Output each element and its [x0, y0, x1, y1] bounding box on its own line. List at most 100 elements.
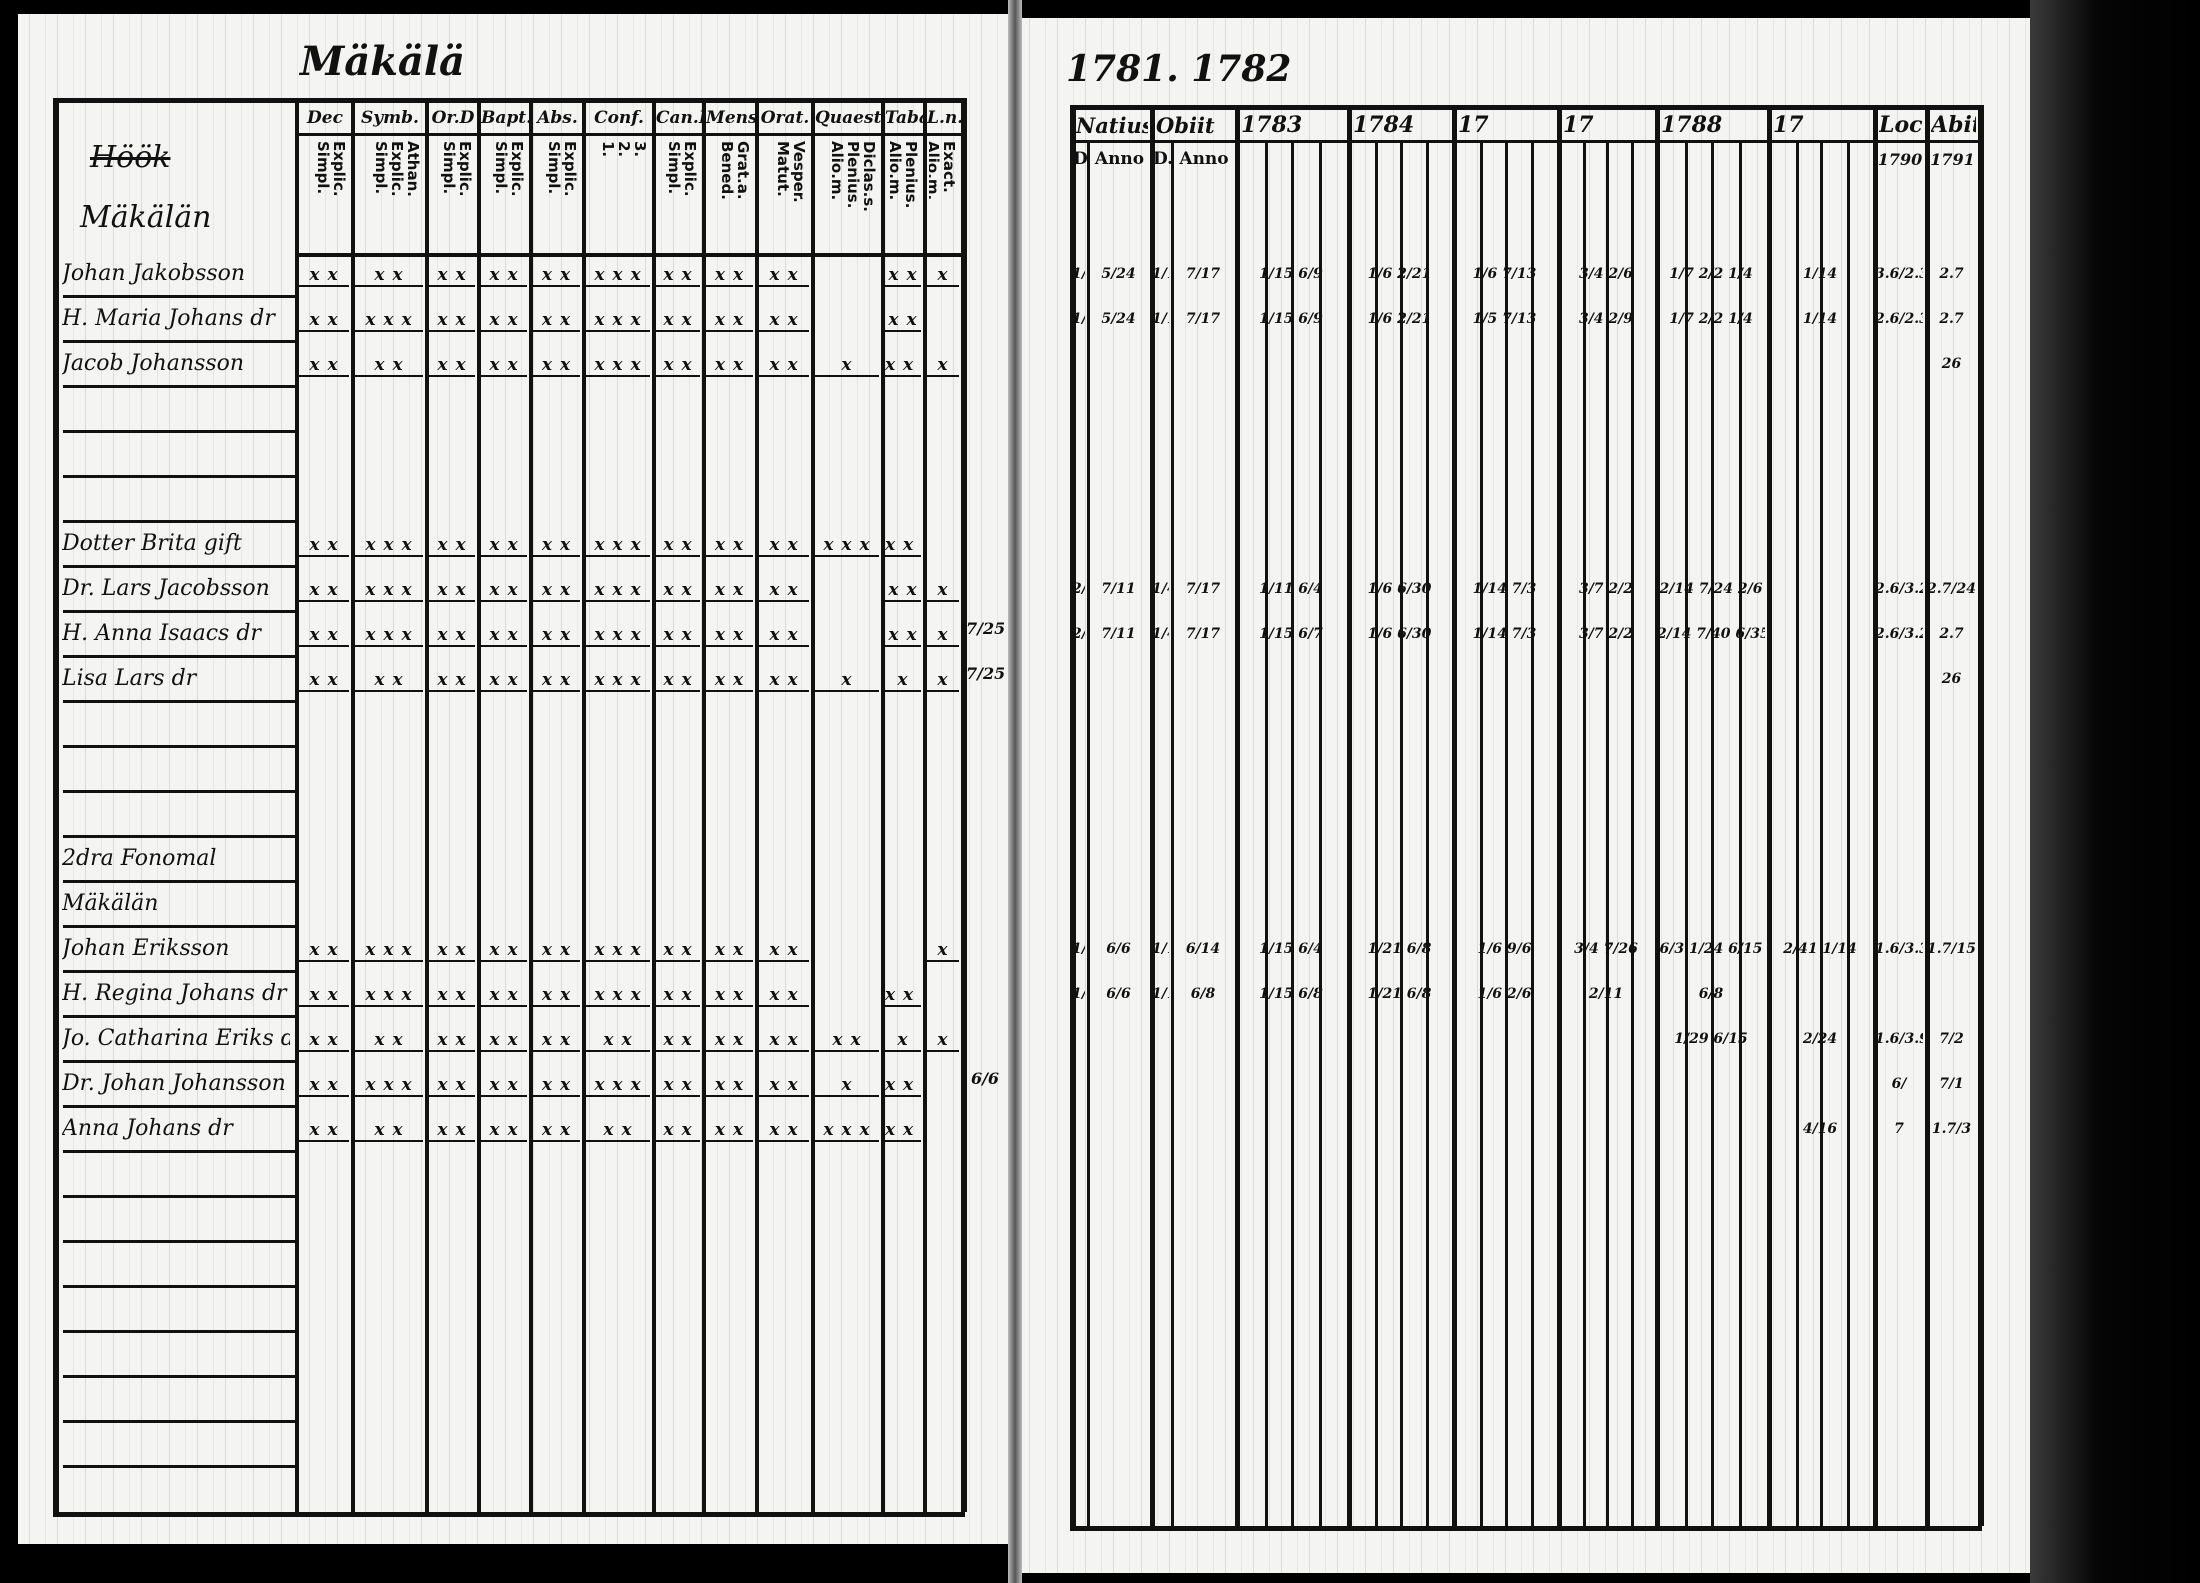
register-entry: 1/6 2/21	[1367, 311, 1432, 327]
examination-mark: x x x	[586, 940, 650, 962]
person-name: Jacob Johansson	[62, 351, 245, 376]
sub-column-border	[1265, 140, 1268, 1526]
column-header: Dec	[307, 108, 343, 128]
table-top-border	[53, 98, 965, 103]
examination-mark: x x x	[586, 580, 650, 602]
register-entry: 6/14	[1185, 941, 1221, 957]
examination-mark: x x x	[885, 1120, 921, 1142]
register-entry: 2/24	[1072, 626, 1085, 642]
row-rule	[63, 340, 295, 343]
sub-column-border	[1505, 140, 1508, 1526]
examination-mark: x x	[481, 625, 527, 647]
row-rule	[63, 1285, 295, 1288]
examination-mark: x	[927, 580, 959, 602]
register-entry: 1/11 6/4	[1259, 581, 1323, 597]
column-border	[702, 98, 706, 1512]
examination-mark: x x	[481, 985, 527, 1007]
examination-mark: x x	[759, 1075, 809, 1097]
column-border	[351, 98, 355, 1512]
row-rule	[63, 790, 295, 793]
examination-mark: x x	[355, 265, 423, 287]
column-subheader: Athan. Explic. Simpl.	[372, 141, 421, 197]
examination-mark: x x	[481, 355, 527, 377]
person-name: Johan Jakobsson	[62, 261, 246, 286]
register-entry: 7/11	[1101, 581, 1136, 597]
examination-mark: x x	[759, 985, 809, 1007]
column-subheader: Explic. Simpl.	[665, 141, 698, 197]
examination-mark: x x	[355, 670, 423, 692]
row-rule	[63, 880, 295, 883]
examination-mark: x x	[429, 355, 475, 377]
column-header: Tabac	[885, 108, 923, 128]
examination-mark: x x	[759, 580, 809, 602]
examination-mark: x x x	[586, 265, 650, 287]
register-entry: 1/21 6/8	[1367, 941, 1432, 957]
examination-mark: x x	[533, 535, 580, 557]
header-divider	[1070, 140, 1978, 143]
examination-mark: x x	[429, 1075, 475, 1097]
examination-mark: x	[885, 670, 921, 692]
examination-mark: x x	[656, 940, 700, 962]
column-header: Mens.	[706, 108, 755, 128]
register-entry: 1.6/3.9	[1875, 1031, 1923, 1047]
column-subheader: 1791	[1930, 150, 1975, 169]
person-name: Mäkälän	[62, 891, 159, 916]
register-entry: 5/24	[1101, 311, 1136, 327]
sub-column-border	[1291, 140, 1294, 1526]
examination-mark: x x	[656, 580, 700, 602]
row-rule	[63, 745, 295, 748]
examination-mark: x x	[706, 940, 753, 962]
register-entry: 1/14	[1802, 266, 1838, 282]
register-entry: 1.6/3.31	[1875, 941, 1923, 957]
examination-mark: x x x	[815, 535, 879, 557]
row-rule	[63, 430, 295, 433]
register-entry: 2.6/3.23	[1875, 626, 1923, 642]
register-entry: 1/6 9/6	[1477, 941, 1532, 957]
column-border	[1873, 105, 1878, 1526]
examination-mark: x x x	[885, 985, 921, 1007]
sub-column-border	[1480, 140, 1483, 1526]
register-entry: 1/15 6/9	[1259, 311, 1323, 327]
register-entry: 2/41 1/14	[1783, 941, 1857, 957]
register-entry: 1/6 6/30	[1367, 581, 1432, 597]
column-header: Abs.	[537, 108, 578, 128]
column-border	[1978, 105, 1984, 1526]
examination-mark: x x	[533, 355, 580, 377]
examination-mark: x x	[586, 1030, 650, 1052]
column-border	[425, 98, 429, 1512]
column-border	[1452, 105, 1457, 1526]
row-rule	[63, 655, 295, 658]
row-rule	[63, 1015, 295, 1018]
sub-column-border	[1631, 140, 1634, 1526]
header-bottom-border	[295, 253, 961, 257]
examination-mark: x x	[656, 310, 700, 332]
column-subheader: D.	[1073, 149, 1088, 169]
column-header: Locef	[1879, 112, 1923, 138]
row-rule	[63, 565, 295, 568]
column-subheader: Explic. Simpl.	[314, 141, 347, 197]
row-rule	[63, 1150, 295, 1153]
examination-mark: x	[815, 670, 879, 692]
right-page-title: 1781. 1782	[1066, 48, 1292, 90]
examination-mark: x x	[759, 355, 809, 377]
person-name: Jo. Catharina Eriks dr	[62, 1026, 290, 1051]
examination-mark: x x x	[586, 1075, 650, 1097]
register-entry: 1.7/3	[1931, 1121, 1972, 1137]
column-subheader: Diclas.s. Plenius. Alio.m.	[828, 141, 877, 213]
examination-mark: x x	[815, 1030, 879, 1052]
examination-mark: x	[927, 940, 959, 962]
examination-mark: x x	[533, 580, 580, 602]
column-header: 1783	[1241, 112, 1303, 138]
person-name: Anna Johans dr	[62, 1116, 233, 1141]
register-entry: 6/8	[1190, 986, 1216, 1002]
column-border	[1655, 105, 1660, 1526]
examination-mark: x x	[885, 580, 921, 602]
examination-mark: x	[815, 355, 879, 377]
row-rule	[63, 925, 295, 928]
register-entry: 2.6/2.30	[1875, 311, 1923, 327]
row-rule	[63, 475, 295, 478]
column-header: 17	[1563, 112, 1594, 138]
register-entry: 1/18	[1152, 266, 1169, 282]
register-entry: 7/17	[1185, 266, 1221, 282]
examination-mark: x x	[656, 670, 700, 692]
